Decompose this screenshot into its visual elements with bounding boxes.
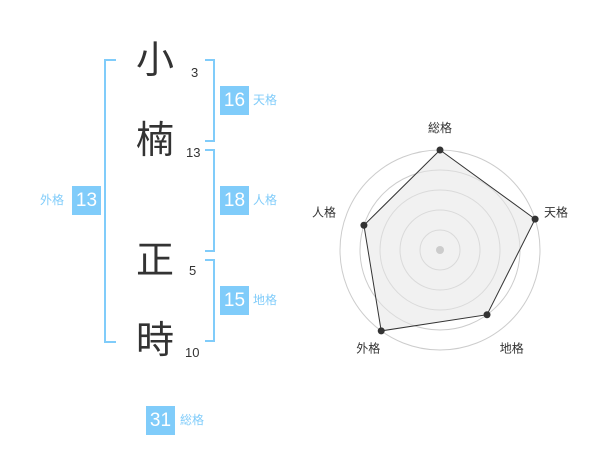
jinkaku-label: 人格 xyxy=(253,193,278,207)
radar-axis-label: 人格 xyxy=(312,204,336,219)
radar-center xyxy=(436,246,444,254)
jinkaku-bracket xyxy=(205,149,215,252)
chikaku-value: 15 xyxy=(220,286,249,315)
stroke-count-2: 13 xyxy=(186,145,201,160)
soukaku-label: 総格 xyxy=(180,413,205,427)
radar-point-5 xyxy=(360,221,368,229)
radar-point-1 xyxy=(436,146,444,154)
name-char-1: 小 xyxy=(135,38,174,82)
radar-point-3 xyxy=(483,311,491,319)
gaikaku-label: 外格 xyxy=(40,193,65,207)
chikaku-label: 地格 xyxy=(253,293,278,307)
tenkaku-value: 16 xyxy=(220,86,249,115)
jinkaku-value: 18 xyxy=(220,186,249,215)
radar-axis-label: 総格 xyxy=(428,120,452,135)
radar-point-4 xyxy=(377,327,385,335)
radar-axis-label: 天格 xyxy=(544,204,568,219)
tenkaku-label: 天格 xyxy=(253,93,278,107)
name-char-2: 楠 xyxy=(135,118,174,162)
name-char-3: 正 xyxy=(135,238,174,282)
radar-area xyxy=(363,149,536,332)
stroke-count-3: 5 xyxy=(189,263,197,278)
radar-axis-label: 外格 xyxy=(356,341,380,356)
tenkaku-bracket xyxy=(205,59,215,142)
soukaku-value: 31 xyxy=(146,406,175,435)
radar-point-2 xyxy=(531,215,539,223)
name-char-4: 時 xyxy=(135,318,174,362)
stroke-count-4: 10 xyxy=(185,345,200,360)
radar-axis-label: 地格 xyxy=(500,341,524,356)
chikaku-bracket xyxy=(205,259,215,342)
stroke-count-1: 3 xyxy=(191,65,199,80)
gaikaku-value: 13 xyxy=(72,186,101,215)
gaikaku-bracket xyxy=(104,59,116,343)
